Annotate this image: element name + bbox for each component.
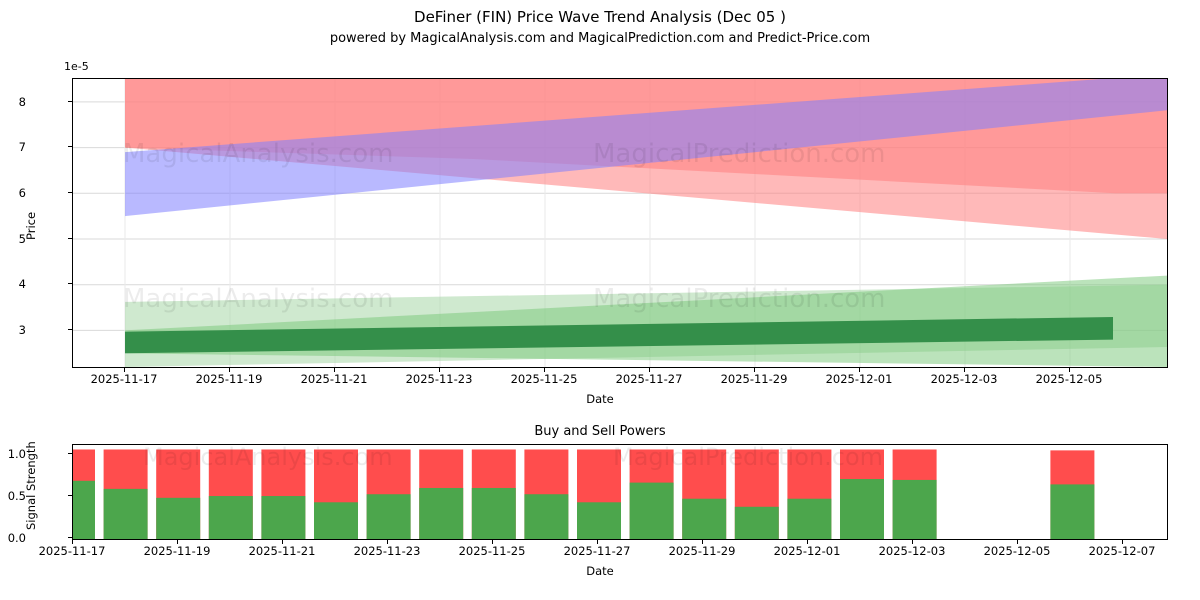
- upper-xtick-5: 2025-11-27: [615, 372, 683, 386]
- upper-xtick-3: 2025-11-23: [405, 372, 473, 386]
- upper-ytick-6: 6: [18, 186, 26, 200]
- buy-power-bar: [840, 479, 884, 539]
- buy-power-bar: [787, 498, 832, 539]
- page-title: DeFiner (FIN) Price Wave Trend Analysis …: [414, 8, 786, 26]
- upper-ytick-8: 8: [18, 95, 26, 109]
- buy-sell-bars-svg: [73, 449, 1095, 539]
- lower-ytick-0: 0.0: [7, 531, 26, 545]
- buy-power-bar: [156, 497, 201, 539]
- buy-power-bar: [314, 502, 358, 539]
- upper-ytick-3: 3: [18, 323, 26, 337]
- lower-yaxis-label: Signal Strength: [24, 441, 38, 530]
- price-wave-svg: [73, 79, 1167, 367]
- buy-power-bar: [419, 487, 464, 539]
- buy-sell-powers-chart: MagicalAnalysis.com MagicalPrediction.co…: [72, 444, 1168, 540]
- upper-xtick-4: 2025-11-25: [510, 372, 578, 386]
- page-subtitle: powered by MagicalAnalysis.com and Magic…: [329, 31, 871, 46]
- watermark-left-2: MagicalAnalysis.com: [123, 284, 394, 314]
- buy-power-bar: [734, 506, 779, 539]
- lower-xtick-2: 2025-11-21: [248, 544, 316, 558]
- upper-ytick-4: 4: [18, 277, 26, 291]
- dark-green-band: [125, 317, 1113, 354]
- lower-xtick-9: 2025-12-05: [983, 544, 1051, 558]
- buy-power-bar: [1050, 484, 1095, 539]
- buy-power-bar: [103, 488, 148, 539]
- buy-power-bar: [892, 479, 937, 539]
- buy-power-bar: [577, 502, 621, 539]
- upper-ytick-7: 7: [18, 140, 26, 154]
- upper-xtick-9: 2025-12-05: [1035, 372, 1103, 386]
- buy-power-bar: [524, 494, 569, 539]
- upper-xtick-2: 2025-11-21: [300, 372, 368, 386]
- upper-xtick-8: 2025-12-03: [930, 372, 998, 386]
- buy-power-bar: [629, 482, 674, 539]
- lower-xtick-6: 2025-11-29: [668, 544, 736, 558]
- upper-xtick-1: 2025-11-19: [195, 372, 263, 386]
- upper-xtick-0: 2025-11-17: [90, 372, 158, 386]
- lower-chart-title: Buy and Sell Powers: [534, 424, 666, 439]
- lower-ytick-2: 1.0: [7, 447, 26, 461]
- lower-xtick-3: 2025-11-23: [353, 544, 421, 558]
- buy-power-bar: [261, 496, 306, 539]
- upper-xtick-6: 2025-11-29: [720, 372, 788, 386]
- buy-power-bar: [73, 480, 95, 539]
- watermark-right-2: MagicalPrediction.com: [593, 284, 886, 314]
- price-wave-chart: MagicalAnalysis.com MagicalPrediction.co…: [72, 78, 1168, 368]
- buy-power-bar: [208, 496, 253, 539]
- upper-xaxis-label: Date: [586, 392, 614, 406]
- lower-ytick-1: 0.5: [7, 489, 26, 503]
- buy-power-bar: [366, 494, 411, 539]
- lower-xtick-10: 2025-12-07: [1088, 544, 1156, 558]
- upper-xtick-7: 2025-12-01: [825, 372, 893, 386]
- watermark-left: MagicalAnalysis.com: [123, 139, 394, 169]
- lower-xtick-7: 2025-12-01: [773, 544, 841, 558]
- watermark-right: MagicalPrediction.com: [593, 139, 886, 169]
- upper-yaxis-label: Price: [24, 211, 38, 240]
- y-offset-label: 1e-5: [64, 60, 89, 73]
- buy-power-bar: [471, 487, 516, 539]
- lower-xtick-5: 2025-11-27: [563, 544, 631, 558]
- lower-xtick-1: 2025-11-19: [143, 544, 211, 558]
- lower-xtick-8: 2025-12-03: [878, 544, 946, 558]
- blue-band: [125, 79, 1167, 217]
- upper-ytick-5: 5: [18, 232, 26, 246]
- lower-xtick-4: 2025-11-25: [458, 544, 526, 558]
- watermark-lower-right: MagicalPrediction.com: [613, 444, 883, 471]
- lower-xtick-0: 2025-11-17: [38, 544, 106, 558]
- lower-xaxis-label: Date: [586, 564, 614, 578]
- watermark-lower-left: MagicalAnalysis.com: [143, 444, 393, 471]
- buy-power-bar: [682, 498, 727, 539]
